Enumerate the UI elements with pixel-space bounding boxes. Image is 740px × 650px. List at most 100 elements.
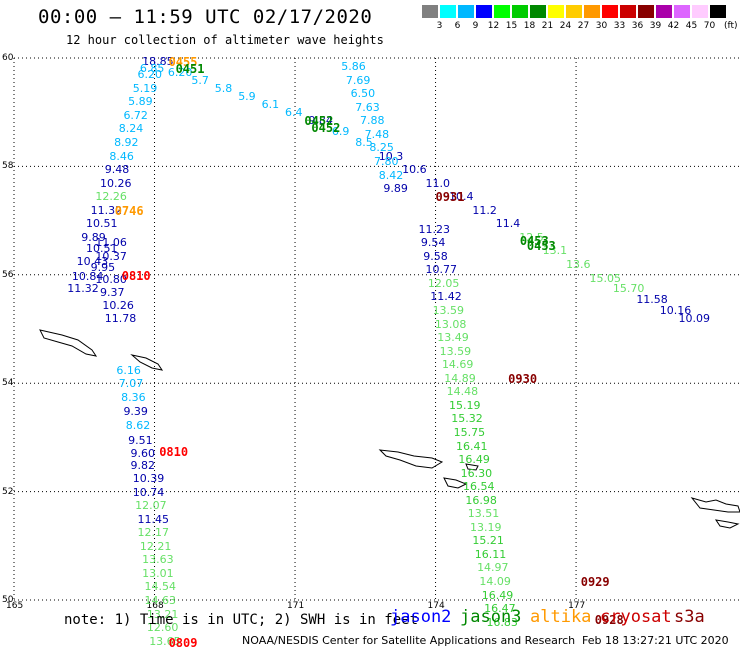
wave-height-value: 7.80 [374,154,399,168]
colorbar-label: 30 [595,21,608,31]
wave-height-value: 5.9 [238,89,256,103]
wave-height-value: 6.85 [139,61,165,75]
wave-height-value: 10.84 [71,269,104,283]
wave-height-value: 5.86 [341,60,366,74]
longitude-label: 177 [568,601,586,611]
colorbar-swatch [620,5,637,18]
wave-height-value: 11.58 [636,293,668,307]
colorbar-swatch [530,5,547,18]
wave-height-value: 9.54 [420,236,446,250]
wave-height-value: 14.89 [444,371,476,385]
island-amchitka [443,477,468,489]
colorbar-swatch [512,5,529,18]
wave-height-value: 12.60 [146,621,179,635]
wave-height-value: 11.2 [472,203,497,217]
wave-height-value: 11.0 [425,176,451,190]
colorbar-swatch [566,5,583,18]
mission-altika: altika [530,607,592,627]
colorbar-label: 70 [703,21,716,31]
wave-height-value: 13.01 [142,566,174,580]
colorbar-label: 9 [472,21,479,31]
colorbar-swatch [656,5,673,18]
wave-height-value: 8.42 [378,168,404,182]
latitude-label: 52 [2,486,14,497]
lat-lon-grid [13,57,740,601]
wave-height-value: 6.20 [167,65,193,79]
wave-height-value: 13.59 [439,344,472,358]
island-attu [39,329,98,357]
wave-height-value: 8.25 [369,141,394,155]
wave-height-value: 6.9 [331,125,350,139]
island-tanaga [714,519,740,529]
wave-height-value: 11.42 [430,290,462,304]
wave-height-value: 16.98 [465,493,497,507]
wave-height-value: 18.85 [142,54,174,68]
island-rat [465,463,479,471]
pass-time-label: 0453 [526,238,556,253]
colorbar-swatch [602,5,619,18]
wave-height-value: 10.51 [85,241,118,255]
wave-height-value: 15.32 [451,412,483,426]
wave-height-value: 10.16 [659,304,692,318]
longitude-label: 168 [146,601,164,611]
wave-height-value: 9.89 [81,230,106,244]
colorbar-swatch [638,5,655,18]
pass-time-label: 0452 [304,114,334,129]
wave-height-value: 16.41 [455,439,488,453]
wave-height-value: 9.39 [123,405,148,419]
wave-height-value: 8.62 [125,419,151,433]
wave-height-value: 8.92 [114,136,139,149]
wave-height-value: 15.19 [448,398,481,412]
wave-height-value: 10.77 [425,263,458,277]
wave-height-value: 8.36 [121,390,146,404]
pass-time-label: 0928 [594,612,624,627]
wave-height-value: 11.78 [104,312,137,326]
wave-height-value: 13.59 [432,304,465,318]
wave-height-value: 15.21 [472,534,504,548]
wave-height-value: 10.80 [95,273,127,287]
wave-height-value: 12.07 [135,499,167,513]
wave-height-value: 8.46 [109,149,134,163]
wave-height-value: 14.48 [446,385,479,399]
wave-height-value: 16.83 [486,615,518,629]
wave-height-value: 13.1 [542,244,568,258]
longitude-label: 171 [287,601,305,611]
wave-height-value: 14.54 [144,580,177,594]
colorbar-label: 6 [454,21,461,31]
wave-height-value: 13.6 [566,257,591,271]
wave-height-value: 11.32 [67,282,99,296]
colorbar-swatch [440,5,457,18]
wave-height-value: 12.5 [519,230,544,244]
wave-height-value: 6.1 [261,98,280,112]
wave-height-value: 11.45 [137,512,169,526]
wave-height-value: 9.82 [130,458,155,472]
wave-height-value: 8.24 [118,122,144,136]
latitude-label: 58 [2,161,14,172]
colorbar-label: 45 [685,21,698,31]
wave-height-value: 6.72 [123,108,148,122]
mission-jason2: jason2 [390,607,452,627]
pass-time-label: 0809 [168,636,198,650]
credit-text: NOAA/NESDIS Center for Satellite Applica… [242,634,576,647]
wave-height-value: 5.7 [191,73,209,87]
longitude-label: 174 [427,601,445,611]
wave-height-value: 13.63 [142,553,174,567]
wave-height-value: 7.69 [345,73,371,87]
wave-height-value: 6.50 [350,87,376,101]
colorbar-swatch [476,5,493,18]
wave-height-value: 7.63 [355,100,380,114]
wave-height-value: 10.09 [678,312,710,326]
colorbar-swatch [422,5,439,18]
wave-height-value: 13.51 [467,507,500,521]
colorbar-label: 12 [487,21,500,31]
wave-height-value: 9.58 [423,249,448,263]
pass-time-label: 0810 [159,444,189,459]
wave-height-value: 16.54 [463,480,495,494]
mission-cryosat: cryosat [600,607,672,627]
island-adak [690,497,740,513]
wave-height-value: 9.95 [90,260,116,274]
colorbar-swatch [584,5,601,18]
colorbar-swatch [710,5,727,18]
wave-height-value: 12.05 [427,276,460,290]
